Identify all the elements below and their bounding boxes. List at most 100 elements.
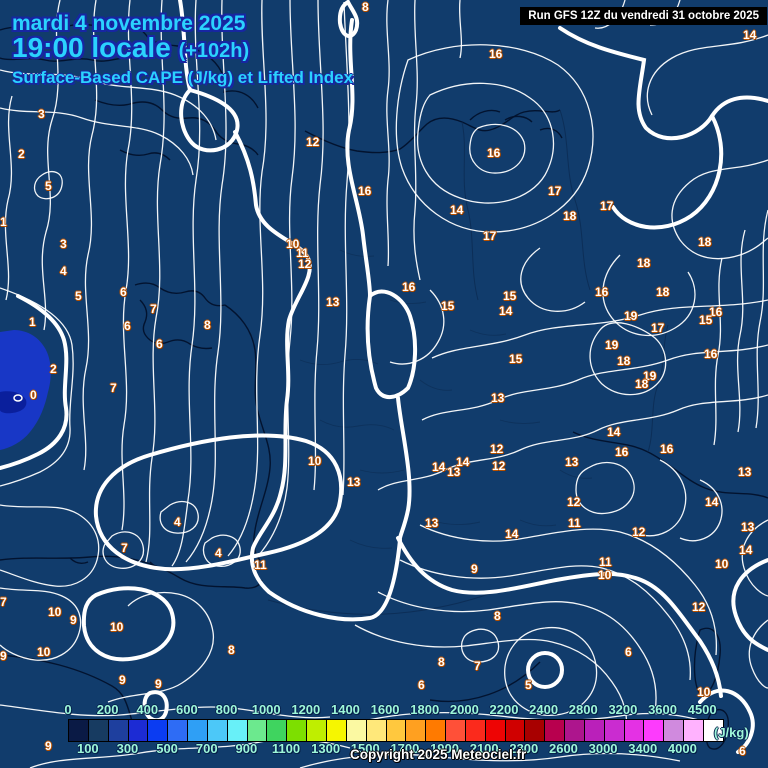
colorbar-cell (87, 720, 108, 741)
colorbar-tick-label: 2600 (548, 741, 578, 756)
colorbar-cell (266, 720, 287, 741)
run-info-box: Run GFS 12Z du vendredi 31 octobre 2025 (520, 7, 767, 25)
contour-label: 10 (110, 620, 124, 634)
contour-label: 16 (595, 285, 609, 299)
contour-label: 14 (499, 304, 513, 318)
contour-label: 16 (709, 305, 723, 319)
contour-label: 16 (704, 347, 718, 361)
colorbar-cell (683, 720, 703, 741)
contour-label: 14 (505, 527, 519, 541)
contour-label: 9 (119, 673, 126, 687)
contour-label: 2 (50, 362, 57, 376)
contour-label: 7 (0, 595, 7, 609)
colorbar-cell (524, 720, 545, 741)
contour-label: 13 (565, 455, 579, 469)
contour-label: 8 (438, 655, 445, 669)
contour-label: 12 (632, 525, 646, 539)
contour-label: 19 (624, 309, 638, 323)
contour-label: 14 (743, 28, 757, 42)
colorbar-tick-label: 0 (64, 702, 72, 717)
colorbar-cell (703, 720, 723, 741)
contour-label: 12 (490, 442, 504, 456)
colorbar-tick-label: 2000 (449, 702, 479, 717)
date-title: mardi 4 novembre 2025 (12, 12, 246, 35)
colorbar-tick-label: 1400 (330, 702, 360, 717)
contour-label: 18 (656, 285, 670, 299)
contour-label: 1 (29, 315, 36, 329)
colorbar-cell (226, 720, 247, 741)
contour-label: 16 (489, 47, 503, 61)
contour-label: 10 (697, 685, 711, 699)
colorbar-cell (206, 720, 227, 741)
contour-label: 14 (739, 543, 753, 557)
contour-label: 5 (45, 179, 52, 193)
colorbar-tick-label: 3000 (588, 741, 618, 756)
contour-label: 18 (617, 354, 631, 368)
colorbar-tick-label: 1000 (251, 702, 281, 717)
colorbar-cell (167, 720, 188, 741)
contour-label: 6 (124, 319, 131, 333)
colorbar-cell (345, 720, 366, 741)
colorbar-cell (425, 720, 446, 741)
contour-label: 10 (48, 605, 62, 619)
contour-label: 3 (38, 107, 45, 121)
contour-label: 18 (698, 235, 712, 249)
colorbar-cell (643, 720, 664, 741)
colorbar-tick-label: 400 (136, 702, 159, 717)
contour-label: 14 (432, 460, 446, 474)
colorbar-cell (504, 720, 525, 741)
contour-label: 10 (308, 454, 322, 468)
colorbar-cell (325, 720, 346, 741)
contour-label: 14 (705, 495, 719, 509)
colorbar-cell (286, 720, 307, 741)
contour-label: 12 (306, 135, 320, 149)
colorbar-cell (564, 720, 584, 741)
colorbar-unit-label: (J/kg) (714, 725, 749, 740)
contour-label: 17 (548, 184, 562, 198)
contour-label: 13 (738, 465, 752, 479)
colorbar-tick-label: 2800 (568, 702, 598, 717)
contour-label: 0 (30, 388, 37, 402)
contour-label: 13 (326, 295, 340, 309)
contour-label: 15 (503, 289, 517, 303)
colorbar-tick-label: 1500 (350, 741, 380, 756)
forecast-offset: (+102h) (178, 40, 250, 62)
colorbar-tick-label: 3200 (608, 702, 638, 717)
colorbar-tick-label: 3400 (628, 741, 658, 756)
colorbar-tick-label: 1800 (410, 702, 440, 717)
contour-label: 18 (563, 209, 577, 223)
contour-label: 8 (494, 609, 501, 623)
parameter-title: Surface-Based CAPE (J/kg) et Lifted Inde… (12, 68, 354, 87)
colorbar-cell (127, 720, 148, 741)
colorbar-cell (246, 720, 267, 741)
colorbar-tick-label: 300 (116, 741, 139, 756)
contour-label: 7 (150, 302, 157, 316)
copyright-text: Copyright 2025 Meteociel.fr (350, 747, 527, 762)
colorbar-tick-label: 500 (156, 741, 178, 756)
contour-label: 11 (296, 246, 309, 260)
contour-label: 15 (509, 352, 523, 366)
contour-label: 12 (567, 495, 581, 509)
contour-label: 15 (441, 299, 455, 313)
contour-label: 10 (286, 237, 300, 251)
contour-label: 1 (0, 215, 7, 229)
contour-label: 14 (450, 203, 464, 217)
colorbar-cell (147, 720, 168, 741)
colorbar-tick-label: 200 (96, 702, 119, 717)
colorbar-tick-label: 2200 (489, 702, 519, 717)
contour-label: 16 (487, 146, 501, 160)
contour-label: 13 (347, 475, 361, 489)
contour-label: 12 (298, 257, 312, 271)
contour-label: 6 (156, 337, 163, 351)
colorbar-tick-label: 1100 (271, 741, 301, 756)
contour-label: 12 (492, 459, 506, 473)
contour-label: 15 (699, 313, 713, 327)
contour-label: 5 (525, 678, 532, 692)
contour-label: 3 (60, 237, 67, 251)
contour-label: 19 (643, 369, 657, 383)
colorbar-cell (623, 720, 644, 741)
colorbar-cell (464, 720, 485, 741)
